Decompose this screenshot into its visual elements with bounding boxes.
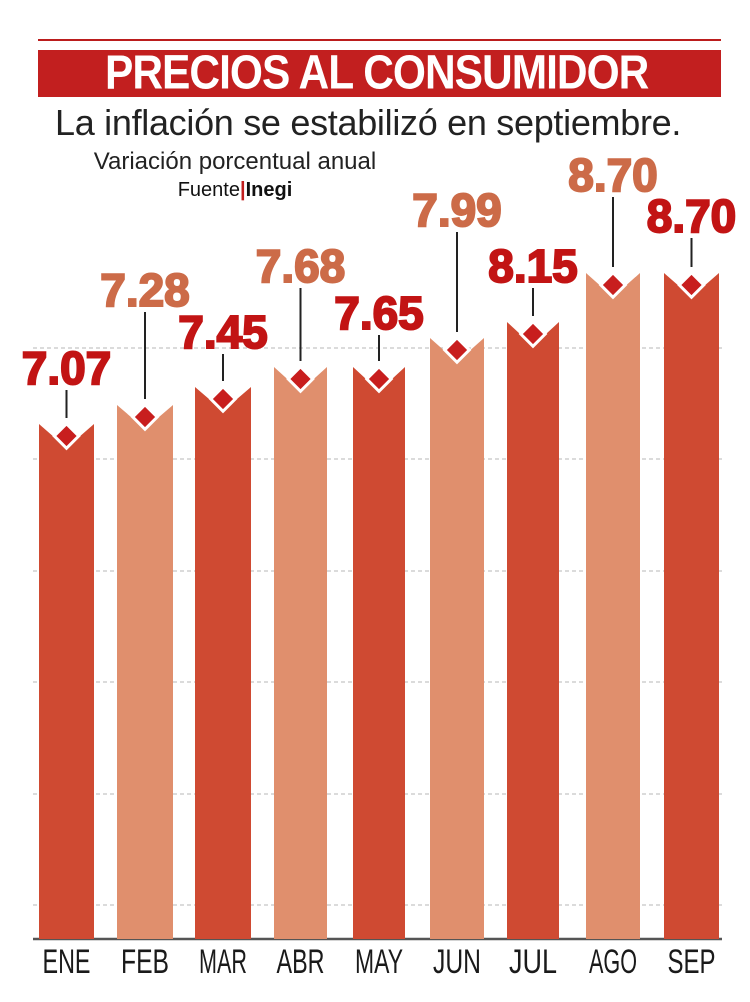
svg-text:7.68: 7.68 [256, 240, 346, 292]
svg-text:MAR: MAR [199, 943, 247, 981]
svg-text:JUL: JUL [509, 943, 557, 981]
svg-text:7.99: 7.99 [412, 184, 502, 236]
svg-text:ABR: ABR [277, 943, 325, 981]
svg-text:7.65: 7.65 [334, 287, 424, 339]
svg-text:FEB: FEB [121, 943, 169, 981]
svg-text:8.70: 8.70 [647, 190, 737, 242]
svg-text:8.15: 8.15 [488, 240, 578, 292]
svg-text:7.45: 7.45 [178, 306, 268, 358]
svg-text:JUN: JUN [433, 943, 481, 981]
svg-text:MAY: MAY [355, 943, 403, 981]
svg-text:8.70: 8.70 [568, 149, 658, 201]
svg-text:AGO: AGO [589, 943, 637, 981]
svg-text:7.07: 7.07 [22, 342, 112, 394]
svg-text:7.28: 7.28 [100, 264, 190, 316]
svg-text:SEP: SEP [668, 943, 716, 981]
svg-text:ENE: ENE [43, 943, 91, 981]
